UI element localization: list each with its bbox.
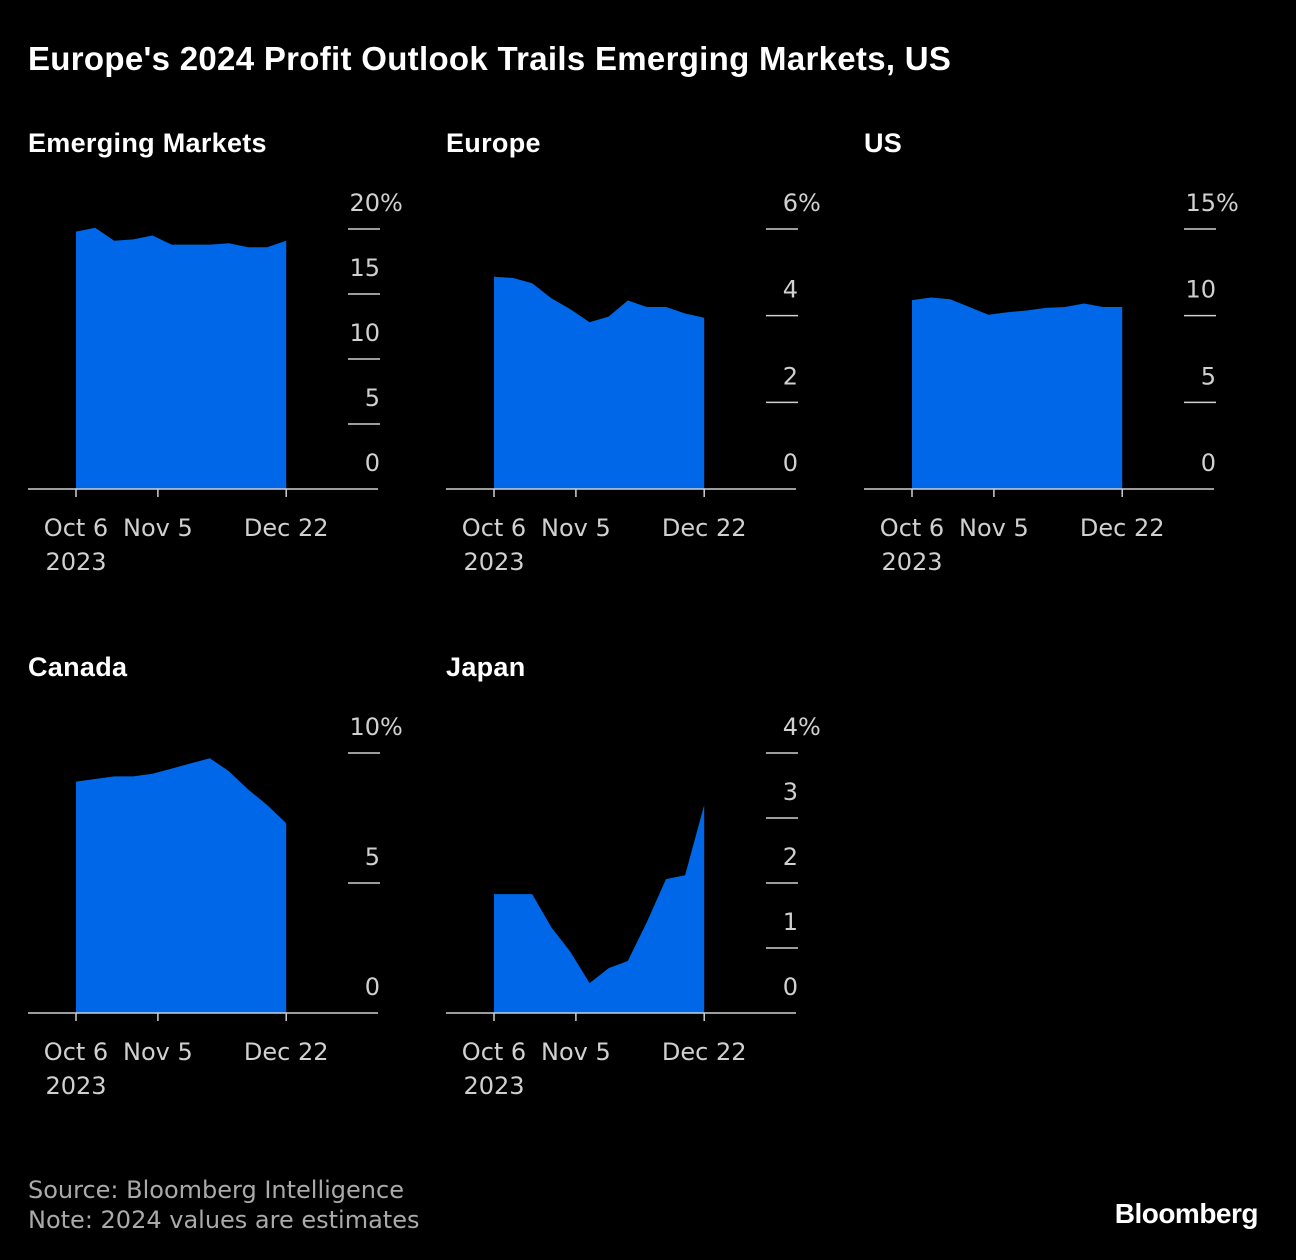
area-chart: 0 5 10 % Oct 6 2023 Nov 5 Dec 22 (28, 713, 403, 1100)
x-tick-label: Oct 6 (462, 1038, 526, 1066)
panel-title: US (864, 128, 903, 158)
x-tick-label: Dec 22 (662, 514, 747, 542)
x-tick-sublabel: 2023 (881, 548, 942, 576)
panel-title: Canada (28, 652, 128, 682)
x-tick-label: Dec 22 (662, 1038, 747, 1066)
x-tick-label: Dec 22 (1080, 514, 1165, 542)
x-tick-label: Oct 6 (44, 1038, 108, 1066)
y-tick-label: 4 (783, 713, 798, 741)
x-tick-label: Dec 22 (244, 514, 329, 542)
y-tick-label: 1 (783, 908, 798, 936)
y-tick-label: 15 (349, 254, 380, 282)
panel-japan: Japan 0 1 2 3 4% Oct 6 2023 Nov 5 Dec 22 (446, 644, 846, 1124)
y-tick-label: 15 (1185, 189, 1216, 217)
bloomberg-logo: Bloomberg (1114, 1198, 1259, 1229)
y-tick-label: 5 (1201, 362, 1216, 390)
y-unit-label: % (798, 713, 821, 741)
x-tick-label: Oct 6 (44, 514, 108, 542)
x-tick-label: Oct 6 (880, 514, 944, 542)
area-chart: 0 5 10 15 % Oct 6 2023 Nov 5 Dec 22 (864, 189, 1239, 576)
panel-emerging-markets: Emerging Markets 0 5 10 15 20% Oct 6 2023 Nov 5… (28, 120, 428, 600)
y-tick-label: 2 (783, 362, 798, 390)
x-tick-label: Nov 5 (541, 514, 611, 542)
footnote: Note: 2024 values are estimates (28, 1206, 420, 1234)
area-series (494, 805, 705, 1013)
x-tick-label: Nov 5 (123, 1038, 193, 1066)
x-tick-sublabel: 2023 (45, 1072, 106, 1100)
x-tick-label: Nov 5 (959, 514, 1029, 542)
y-unit-label: % (1216, 189, 1239, 217)
area-series (76, 227, 287, 489)
x-tick-label: Dec 22 (244, 1038, 329, 1066)
y-tick-label: 10 (1185, 276, 1216, 304)
y-tick-label: 0 (365, 973, 380, 1001)
area-chart: 0 1 2 3 4 % Oct 6 2023 Nov 5 Dec 22 (446, 713, 821, 1100)
y-tick-label: 10 (349, 319, 380, 347)
y-tick-label: 0 (783, 449, 798, 477)
y-tick-label: 20 (349, 189, 380, 217)
y-tick-label: 0 (1201, 449, 1216, 477)
x-tick-sublabel: 2023 (463, 1072, 524, 1100)
y-tick-label: 5 (365, 843, 380, 871)
y-tick-label: 5 (365, 384, 380, 412)
area-series (494, 276, 705, 489)
source-note: Source: Bloomberg Intelligence (28, 1176, 404, 1204)
chart-title: Europe's 2024 Profit Outlook Trails Emer… (28, 40, 952, 77)
x-tick-label: Oct 6 (462, 514, 526, 542)
panel-canada: Canada 0 5 10% Oct 6 2023 Nov 5 Dec 22 (28, 644, 428, 1124)
panel-title: Europe (446, 128, 541, 158)
area-series (912, 297, 1123, 489)
x-tick-sublabel: 2023 (45, 548, 106, 576)
panel-title: Japan (446, 652, 526, 682)
y-tick-label: 10 (349, 713, 380, 741)
y-unit-label: % (380, 189, 403, 217)
x-tick-sublabel: 2023 (463, 548, 524, 576)
x-tick-label: Nov 5 (123, 514, 193, 542)
y-unit-label: % (380, 713, 403, 741)
panel-us: US 0 5 10 15% Oct 6 2023 Nov 5 Dec 22 (864, 120, 1264, 600)
y-unit-label: % (798, 189, 821, 217)
area-chart: 0 5 10 15 20 % Oct 6 2023 Nov 5 Dec 22 (28, 189, 403, 576)
y-tick-label: 0 (365, 449, 380, 477)
panel-europe: Europe 0 2 4 6% Oct 6 2023 Nov 5 Dec 22 (446, 120, 846, 600)
area-chart: 0 2 4 6 % Oct 6 2023 Nov 5 Dec 22 (446, 189, 821, 576)
y-tick-label: 2 (783, 843, 798, 871)
y-tick-label: 0 (783, 973, 798, 1001)
area-series (76, 758, 287, 1013)
y-tick-label: 4 (783, 276, 798, 304)
y-tick-label: 6 (783, 189, 798, 217)
panel-title: Emerging Markets (28, 128, 267, 158)
x-tick-label: Nov 5 (541, 1038, 611, 1066)
y-tick-label: 3 (783, 778, 798, 806)
